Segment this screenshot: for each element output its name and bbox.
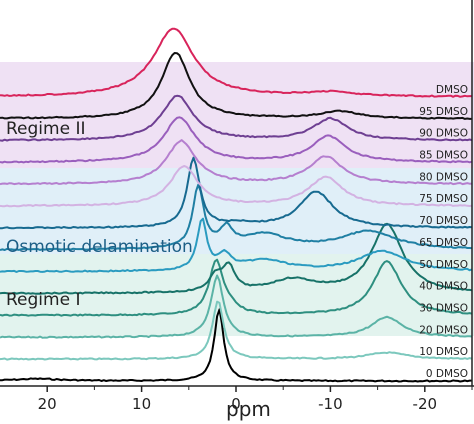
series-label: 95 DMSO [419,106,468,118]
series-line [0,139,473,186]
series-line [0,94,473,142]
regime-ii-band [0,62,474,168]
x-axis-title: ppm [226,397,271,421]
series-label: 70 DMSO [419,215,468,227]
regime-i-band [0,254,474,336]
series-label: DMSO [436,84,468,96]
series-lines [0,27,473,383]
series-label: 90 DMSO [419,128,468,140]
series-label: 20 DMSO [419,324,468,336]
series-label: 75 DMSO [419,193,468,205]
x-tick-label: 0 [231,395,241,413]
x-tick-label: -10 [318,395,343,413]
series-line [0,300,473,361]
series-line [0,165,473,208]
series-label: 10 DMSO [419,346,468,358]
series-label: 30 DMSO [419,302,468,314]
regime-ii-label: Regime II [6,119,85,139]
series-label: 0 DMSO [426,368,468,380]
series-label: 80 DMSO [419,171,468,183]
x-ticks: 20 10 0 -10 -20 [38,386,473,413]
series-line [0,258,473,317]
series-line [0,116,473,164]
series-line [0,222,473,295]
series-line [0,156,473,230]
osmotic-label: Osmotic delamination [6,237,193,257]
series-line [0,27,472,98]
x-tick-label: -20 [413,395,438,413]
series-label: 50 DMSO [419,259,468,271]
series-line [0,183,473,251]
regime-i-label: Regime I [6,290,80,310]
series-line [0,308,472,383]
x-tick-label: 20 [38,395,57,413]
series-label: 40 DMSO [419,281,468,293]
series-label: 85 DMSO [419,150,468,162]
x-tick-label: 10 [132,395,151,413]
series-line [0,217,473,273]
series-label: 65 DMSO [419,237,468,249]
series-line [0,52,472,120]
series-line [0,274,473,339]
series-labels: 0 DMSO 10 DMSO 20 DMSO 30 DMSO 40 DMSO 50 DMS… [419,84,468,380]
